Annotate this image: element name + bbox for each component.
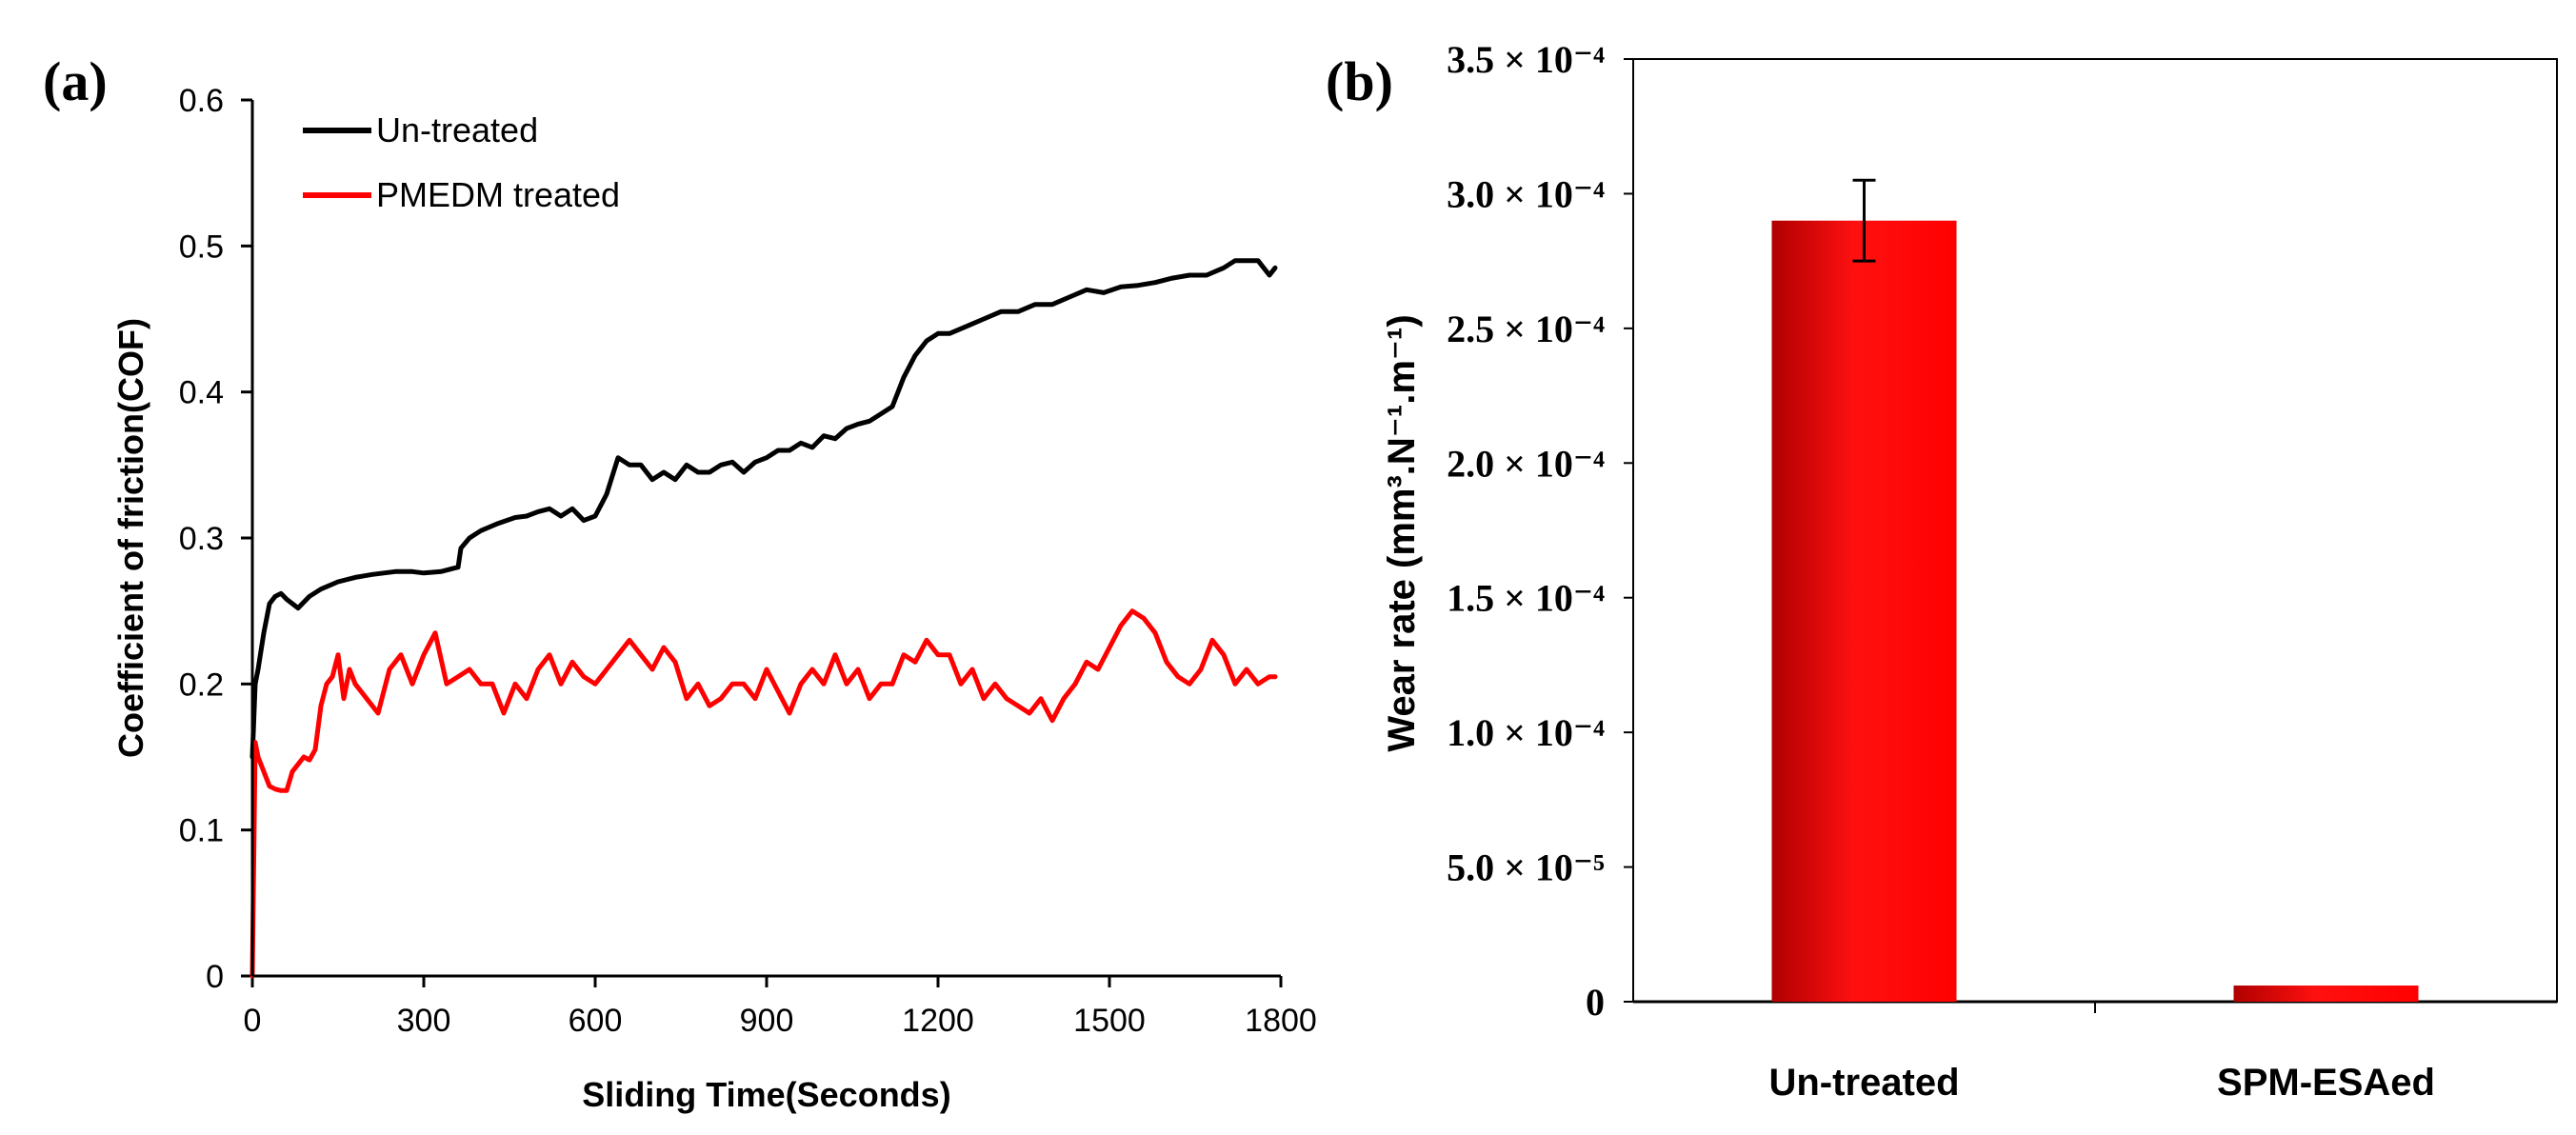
panel-b-y-tick-label: 5.0 × 10⁻⁵ <box>1447 846 1605 889</box>
panel-a-x-tick-label: 1500 <box>1073 1003 1146 1039</box>
panel-b-y-tick-label: 1.5 × 10⁻⁴ <box>1447 577 1605 620</box>
panel-a-x-tick-label: 1200 <box>902 1003 974 1039</box>
panel-a-x-tick-label: 600 <box>569 1003 623 1039</box>
legend-label-untreated: Un-treated <box>376 110 538 149</box>
panel-b-bar-chart: (b) 0 5.0 × 10⁻⁵ 1.0 × 10⁻⁴ 1.5 × 10⁻⁴ 2.0 ×… <box>1326 38 2558 1104</box>
panel-a-x-tick-label: 0 <box>244 1003 262 1039</box>
panel-b-bars <box>1771 178 2419 1002</box>
panel-b-category-labels: Un-treated SPM-ESAed <box>1768 1002 2435 1104</box>
panel-a-x-axis-title: Sliding Time(Seconds) <box>582 1075 950 1114</box>
category-label: SPM-ESAed <box>2217 1062 2435 1104</box>
panel-b-y-tick-label: 1.0 × 10⁻⁴ <box>1447 711 1605 754</box>
legend-label-pmedm: PMEDM treated <box>376 175 620 214</box>
panel-a-y-tick-label: 0.5 <box>179 229 224 265</box>
panel-a-y-tick-label: 0.1 <box>179 813 224 849</box>
panel-a-y-tick-label: 0 <box>206 959 224 995</box>
bar-un-treated <box>1771 220 1957 1002</box>
panel-a-x-tick-label: 300 <box>397 1003 451 1039</box>
panel-b-y-tick-label: 3.0 × 10⁻⁴ <box>1447 172 1605 215</box>
panel-a-y-tick-label: 0.2 <box>179 667 224 703</box>
panel-a-y-tick-labels: 0 0.1 0.2 0.3 0.4 0.5 0.6 <box>179 83 252 995</box>
panel-a-x-tick-label: 1800 <box>1245 1003 1317 1039</box>
panel-a-line-chart: (a) 0 0.1 0.2 0.3 0.4 0.5 0.6 0 300 600 900 1200 15… <box>43 50 1317 1114</box>
category-label: Un-treated <box>1768 1062 1959 1104</box>
error-bar <box>1852 178 1876 263</box>
panel-b-y-axis-title: Wear rate (mm³.N⁻¹.m⁻¹) <box>1381 314 1423 751</box>
panel-b-label: (b) <box>1326 50 1393 112</box>
panel-a-x-tick-labels: 0 300 600 900 1200 1500 1800 <box>244 976 1317 1039</box>
panel-a-legend: Un-treated PMEDM treated <box>303 110 620 214</box>
panel-a-y-tick-label: 0.3 <box>179 521 224 557</box>
panel-b-y-tick-label: 0 <box>1586 981 1605 1024</box>
bar-spm-esaed <box>2233 986 2419 1002</box>
panel-a-x-tick-label: 900 <box>740 1003 794 1039</box>
panel-a-y-tick-label: 0.4 <box>179 375 224 411</box>
panel-a-y-tick-label: 0.6 <box>179 83 224 119</box>
series-line-pmedm <box>250 608 1278 979</box>
panel-b-y-tick-label: 3.5 × 10⁻⁴ <box>1447 38 1605 81</box>
panel-a-series-lines <box>250 258 1278 979</box>
panel-a-y-axis-title: Coefficient of friction(COF) <box>111 318 150 758</box>
panel-a-label: (a) <box>43 50 108 112</box>
panel-b-y-tick-label: 2.0 × 10⁻⁴ <box>1447 442 1605 485</box>
panel-b-y-tick-label: 2.5 × 10⁻⁴ <box>1447 308 1605 350</box>
panel-b-y-tick-labels: 0 5.0 × 10⁻⁵ 1.0 × 10⁻⁴ 1.5 × 10⁻⁴ 2.0 × 10⁻… <box>1447 38 1633 1024</box>
series-line-untreated <box>250 258 1278 760</box>
